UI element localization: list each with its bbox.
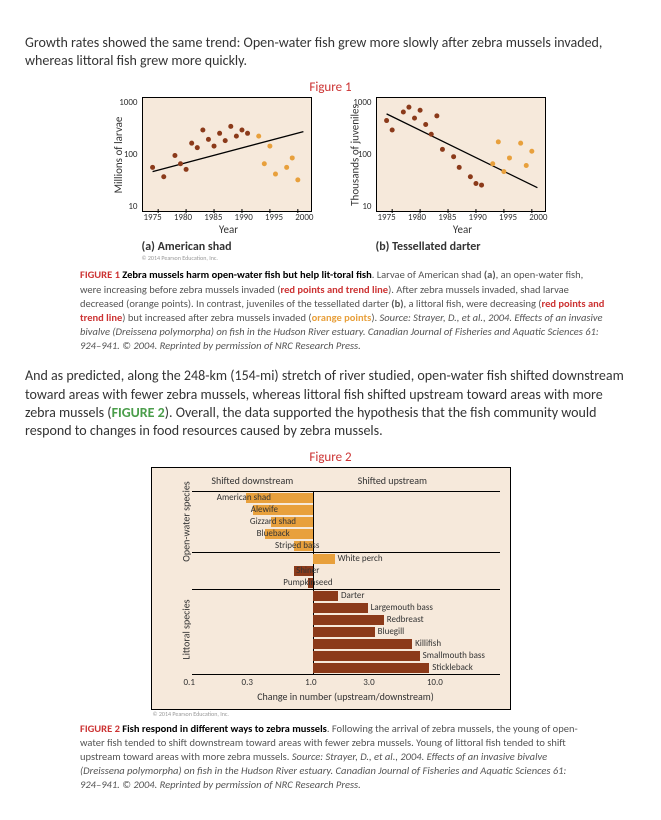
panel-b-plot — [376, 97, 546, 212]
panel-b-ylabel: Thousands of juveniles — [348, 104, 361, 206]
mid-paragraph: And as predicted, along the 248-km (154-… — [25, 367, 636, 440]
panel-a-subcaption: (a) American shad — [142, 240, 316, 254]
figure2-copyright: © 2014 Pearson Education, Inc. — [153, 710, 511, 718]
figure2-title: Figure 2 — [25, 450, 636, 465]
figure1-caption: FIGURE 1 Zebra mussels harm open-water f… — [80, 268, 606, 353]
panel-a-xticks: 197519801985199019952000 — [142, 212, 316, 223]
panel-a-plot — [142, 97, 312, 212]
figure1-panel-b-wrap: 1000 100 10 Thousands of juveniles 19751… — [376, 97, 550, 262]
figure1: 1000 100 10 Millions of larvae 197519801… — [25, 97, 636, 262]
panel-b-xlabel: Year — [376, 223, 550, 236]
figure1-panel-a-wrap: 1000 100 10 Millions of larvae 197519801… — [142, 97, 316, 262]
panel-b-subcaption: (b) Tessellated darter — [376, 240, 550, 254]
panel-b-xticks: 197519801985199019952000 — [376, 212, 550, 223]
figure1-copyright: © 2014 Pearson Education, Inc. — [142, 254, 316, 262]
panel-a-xlabel: Year — [142, 223, 316, 236]
figure2: Shifted downstreamShifted upstreamOpen-w… — [151, 467, 511, 718]
panel-a-ylabel: Millions of larvae — [111, 116, 124, 193]
figure2-ref: FIGURE 2 — [112, 404, 165, 421]
figure2-caption: FIGURE 2 Fish respond in different ways … — [80, 722, 581, 793]
figure1-title: Figure 1 — [25, 80, 636, 95]
intro-paragraph: Growth rates showed the same trend: Open… — [25, 34, 636, 70]
